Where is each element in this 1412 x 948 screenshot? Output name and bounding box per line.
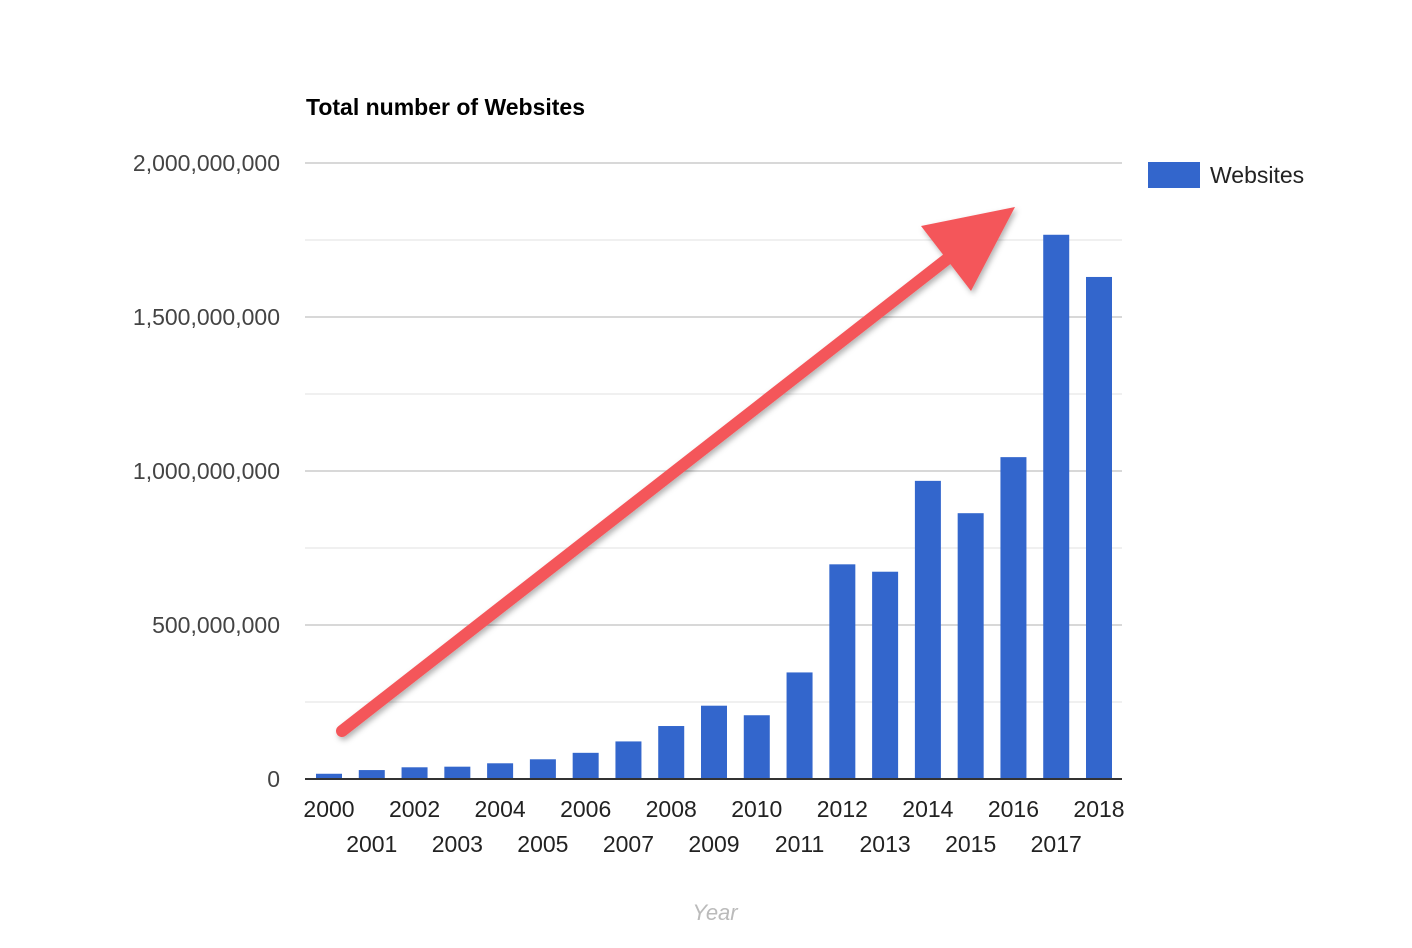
- trend-arrow: [336, 207, 1015, 737]
- bar-2001: [358, 770, 385, 779]
- bar-2003: [444, 766, 471, 779]
- x-tick-label: 2005: [517, 831, 568, 857]
- bars: [316, 234, 1112, 779]
- x-tick-label: 2001: [346, 831, 397, 857]
- trend-arrow-shaft: [336, 243, 966, 737]
- x-tick-label: 2010: [731, 796, 782, 822]
- x-tick-label: 2007: [603, 831, 654, 857]
- y-axis-ticks: 0 500,000,000 1,000,000,000 1,500,000,000 2,…: [133, 150, 280, 792]
- x-tick-label: 2003: [432, 831, 483, 857]
- bar-2000: [316, 773, 342, 779]
- bar-2005: [529, 759, 556, 779]
- x-axis-label: Year: [692, 900, 739, 925]
- x-tick-label: 2006: [560, 796, 611, 822]
- bar-2004: [487, 763, 514, 779]
- bar-2014: [914, 480, 941, 779]
- y-tick-label: 2,000,000,000: [133, 150, 280, 176]
- bar-2011: [786, 672, 813, 779]
- bar-2007: [615, 741, 642, 779]
- gridlines: [305, 162, 1122, 703]
- chart-title: Total number of Websites: [306, 94, 585, 120]
- x-tick-label: 2002: [389, 796, 440, 822]
- y-tick-label: 1,500,000,000: [133, 304, 280, 330]
- x-tick-label: 2018: [1073, 796, 1124, 822]
- x-axis-ticks: 2000 2001 2002 2003 2004 2005 2006 2007 2008 2009…: [303, 796, 1124, 857]
- x-tick-label: 2017: [1031, 831, 1082, 857]
- bar-2002: [401, 767, 428, 779]
- bar-2008: [658, 726, 685, 779]
- bar-2010: [743, 715, 770, 779]
- x-tick-label: 2012: [817, 796, 868, 822]
- y-tick-label: 1,000,000,000: [133, 458, 280, 484]
- y-tick-label: 500,000,000: [152, 612, 280, 638]
- bar-2012: [829, 564, 856, 779]
- legend-swatch: [1148, 162, 1200, 188]
- x-tick-label: 2011: [775, 831, 824, 857]
- x-tick-label: 2009: [688, 831, 739, 857]
- x-tick-label: 2000: [303, 796, 354, 822]
- bar-2018: [1086, 276, 1112, 779]
- bar-2013: [872, 571, 899, 779]
- x-tick-label: 2004: [475, 796, 526, 822]
- x-tick-label: 2013: [860, 831, 911, 857]
- bar-2006: [572, 752, 599, 779]
- trend-arrow-head: [921, 207, 1015, 291]
- x-tick-label: 2008: [646, 796, 697, 822]
- y-tick-label: 0: [267, 766, 280, 792]
- bar-2015: [957, 513, 984, 779]
- x-tick-label: 2014: [902, 796, 953, 822]
- x-tick-label: 2015: [945, 831, 996, 857]
- bar-2017: [1043, 234, 1070, 779]
- bar-2016: [1000, 457, 1027, 779]
- x-tick-label: 2016: [988, 796, 1039, 822]
- legend-label: Websites: [1210, 162, 1304, 188]
- legend: Websites: [1148, 162, 1304, 188]
- bar-2009: [701, 705, 727, 779]
